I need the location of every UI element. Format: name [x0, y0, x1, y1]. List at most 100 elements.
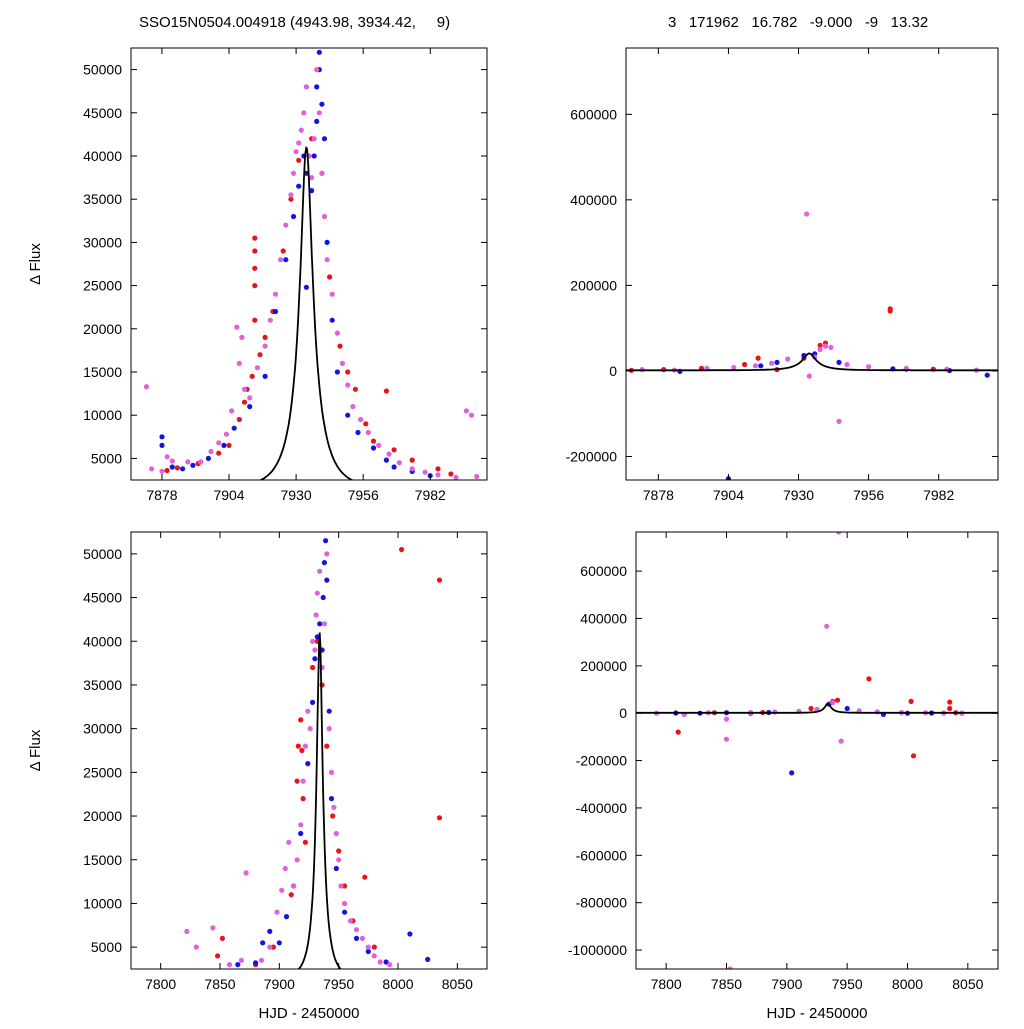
y-tick-label: 35000 — [83, 191, 122, 207]
data-point-magenta — [324, 257, 330, 263]
data-point-magenta — [822, 343, 829, 349]
data-point-red — [252, 235, 258, 241]
data-point-magenta — [229, 408, 235, 414]
data-point-red — [295, 743, 301, 749]
data-point-blue — [328, 796, 335, 802]
x-tick-label: 7900 — [771, 976, 802, 992]
x-tick-label: 8000 — [382, 976, 413, 992]
data-point-magenta — [314, 590, 320, 596]
data-point-red — [288, 196, 294, 202]
data-point-red — [300, 796, 306, 802]
data-point-red — [362, 874, 368, 880]
plot-frame — [625, 47, 999, 481]
data-point-magenta — [210, 925, 216, 931]
data-point-red — [219, 935, 225, 942]
data-point-magenta — [279, 887, 285, 893]
data-point-red — [436, 577, 443, 583]
data-point-magenta — [321, 621, 327, 627]
data-point-magenta — [769, 360, 775, 366]
data-point-blue — [321, 136, 328, 142]
data-point-magenta — [828, 344, 834, 350]
x-tick-label: 8050 — [442, 976, 473, 992]
data-point-magenta — [226, 962, 233, 968]
y-tick-label: 50000 — [83, 62, 122, 78]
x-tick-label: 7982 — [923, 487, 954, 503]
data-point-blue — [276, 940, 282, 946]
data-point-red — [252, 248, 258, 254]
data-point-magenta — [386, 451, 392, 457]
panel-bottom-left: 5000 10000 15000 20000 25000 30000 35000 40000 4… — [27, 531, 488, 1022]
data-point-magenta — [324, 551, 330, 557]
data-point-magenta — [723, 716, 730, 722]
data-point-magenta — [184, 928, 190, 935]
data-point-red — [236, 416, 242, 423]
data-point-blue — [235, 962, 241, 968]
data-point-red — [174, 465, 180, 471]
data-point-red — [337, 343, 343, 349]
data-point-magenta — [293, 149, 299, 155]
y-tick-label: 200000 — [570, 277, 617, 293]
data-point-red — [330, 813, 336, 819]
x-tick-label: 7982 — [415, 487, 446, 503]
data-point-magenta — [241, 386, 248, 392]
data-points — [653, 532, 965, 969]
data-point-magenta — [321, 213, 328, 220]
x-tick-label: 7900 — [264, 976, 295, 992]
data-point-red — [399, 546, 405, 553]
data-point-magenta — [312, 647, 318, 653]
data-point-blue — [169, 464, 175, 470]
data-point-magenta — [377, 959, 383, 965]
x-tick-label: 7956 — [853, 487, 884, 503]
data-point-magenta — [164, 454, 170, 460]
data-point-blue — [836, 359, 842, 365]
x-tick-label: 7930 — [783, 487, 814, 503]
data-point-magenta — [290, 170, 297, 176]
data-point-blue — [314, 118, 320, 124]
data-point-red — [257, 352, 263, 358]
data-point-magenta — [223, 431, 229, 437]
data-point-magenta — [836, 418, 842, 424]
data-point-red — [299, 747, 305, 754]
data-point-blue — [298, 830, 304, 837]
data-point-blue — [262, 373, 268, 379]
data-point-magenta — [844, 361, 850, 368]
data-point-magenta — [371, 953, 377, 959]
data-point-magenta — [286, 839, 292, 845]
data-point-magenta — [267, 944, 273, 950]
data-point-magenta — [317, 568, 323, 574]
data-point-blue — [323, 538, 329, 544]
data-point-magenta — [338, 883, 344, 889]
data-point-red — [448, 471, 454, 477]
data-point-magenta — [262, 343, 268, 349]
y-tick-label: 5000 — [91, 939, 122, 955]
data-point-blue — [324, 577, 330, 583]
data-point-red — [409, 457, 415, 463]
data-point-magenta — [474, 473, 480, 480]
data-point-magenta — [319, 170, 325, 176]
data-point-blue — [267, 928, 273, 935]
data-point-magenta — [422, 469, 428, 475]
data-point-blue — [321, 560, 327, 566]
data-point-magenta — [396, 460, 402, 466]
data-point-blue — [334, 369, 340, 375]
data-point-magenta — [350, 404, 356, 410]
data-point-magenta — [334, 330, 340, 336]
data-point-magenta — [453, 474, 459, 480]
model-fit-curve — [626, 352, 998, 372]
data-point-blue — [844, 705, 850, 712]
data-point-red — [216, 450, 222, 456]
data-point-blue — [391, 464, 397, 470]
y-tick-label: 15000 — [83, 364, 122, 380]
data-point-red — [817, 342, 823, 348]
data-point-red — [352, 386, 358, 392]
data-point-red — [164, 467, 170, 474]
data-point-magenta — [247, 395, 253, 401]
data-point-red — [249, 373, 255, 379]
data-point-blue — [326, 708, 332, 714]
data-point-blue — [305, 761, 311, 767]
data-point-blue — [190, 462, 196, 468]
data-point-magenta — [311, 136, 317, 142]
data-point-red — [742, 361, 748, 368]
y-tick-label: 45000 — [83, 590, 122, 606]
